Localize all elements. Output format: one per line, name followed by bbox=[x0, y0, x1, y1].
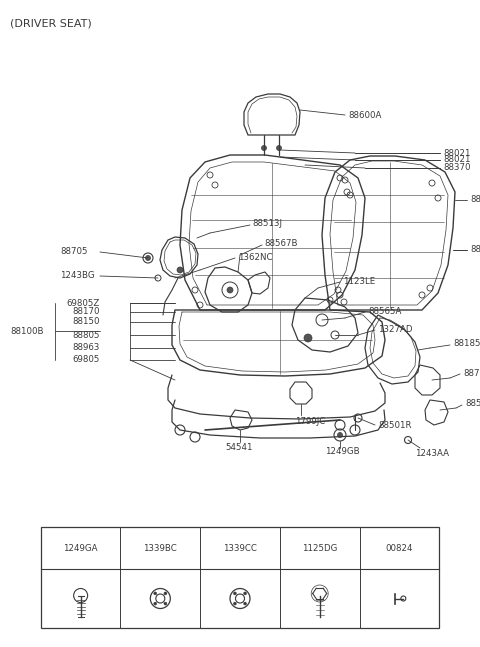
Text: 88300: 88300 bbox=[470, 195, 480, 204]
Text: 69805: 69805 bbox=[72, 355, 100, 364]
Text: 88501P: 88501P bbox=[465, 399, 480, 408]
Text: 1339BC: 1339BC bbox=[144, 544, 177, 553]
Circle shape bbox=[337, 432, 343, 437]
Circle shape bbox=[164, 592, 167, 595]
Text: 1243BG: 1243BG bbox=[60, 272, 95, 281]
Text: 88751B: 88751B bbox=[463, 369, 480, 377]
Circle shape bbox=[177, 267, 183, 273]
Circle shape bbox=[154, 602, 157, 605]
Text: (DRIVER SEAT): (DRIVER SEAT) bbox=[10, 18, 92, 28]
Text: 69805Z: 69805Z bbox=[67, 298, 100, 307]
Text: 1339CC: 1339CC bbox=[223, 544, 257, 553]
Text: 1327AD: 1327AD bbox=[378, 325, 412, 334]
Text: 88050D: 88050D bbox=[470, 245, 480, 254]
Circle shape bbox=[262, 146, 266, 151]
Circle shape bbox=[227, 287, 233, 293]
Text: 88370: 88370 bbox=[443, 164, 470, 173]
Circle shape bbox=[164, 602, 167, 605]
Text: 54541: 54541 bbox=[225, 443, 252, 452]
Text: 88170: 88170 bbox=[72, 307, 100, 316]
Text: 1249GA: 1249GA bbox=[63, 544, 98, 553]
Text: 88600A: 88600A bbox=[348, 111, 382, 120]
Text: 1125DG: 1125DG bbox=[302, 544, 337, 553]
Text: 88565A: 88565A bbox=[368, 307, 401, 316]
Circle shape bbox=[154, 592, 157, 595]
Text: 88705: 88705 bbox=[60, 248, 87, 256]
Circle shape bbox=[233, 592, 237, 595]
Text: 1362NC: 1362NC bbox=[238, 252, 273, 261]
Text: 88513J: 88513J bbox=[252, 219, 282, 228]
Circle shape bbox=[304, 334, 312, 342]
Text: 88100B: 88100B bbox=[10, 327, 44, 336]
Text: 88021: 88021 bbox=[443, 155, 470, 164]
Circle shape bbox=[243, 602, 247, 605]
Text: 88021: 88021 bbox=[443, 149, 470, 157]
Text: 1249GB: 1249GB bbox=[325, 448, 360, 457]
Text: 88501R: 88501R bbox=[378, 421, 411, 430]
Text: 88185: 88185 bbox=[453, 340, 480, 349]
Text: 1799JC: 1799JC bbox=[295, 417, 325, 426]
Text: 88805: 88805 bbox=[72, 331, 100, 340]
Circle shape bbox=[145, 256, 151, 261]
Circle shape bbox=[276, 146, 281, 151]
Circle shape bbox=[243, 592, 247, 595]
Text: 00824: 00824 bbox=[385, 544, 413, 553]
Text: 88150: 88150 bbox=[72, 318, 100, 327]
Text: 88963: 88963 bbox=[72, 344, 100, 353]
Circle shape bbox=[233, 602, 237, 605]
Text: 88567B: 88567B bbox=[264, 239, 298, 248]
Text: 1243AA: 1243AA bbox=[415, 450, 449, 459]
Bar bbox=[41, 527, 439, 628]
Text: 1123LE: 1123LE bbox=[343, 276, 375, 285]
